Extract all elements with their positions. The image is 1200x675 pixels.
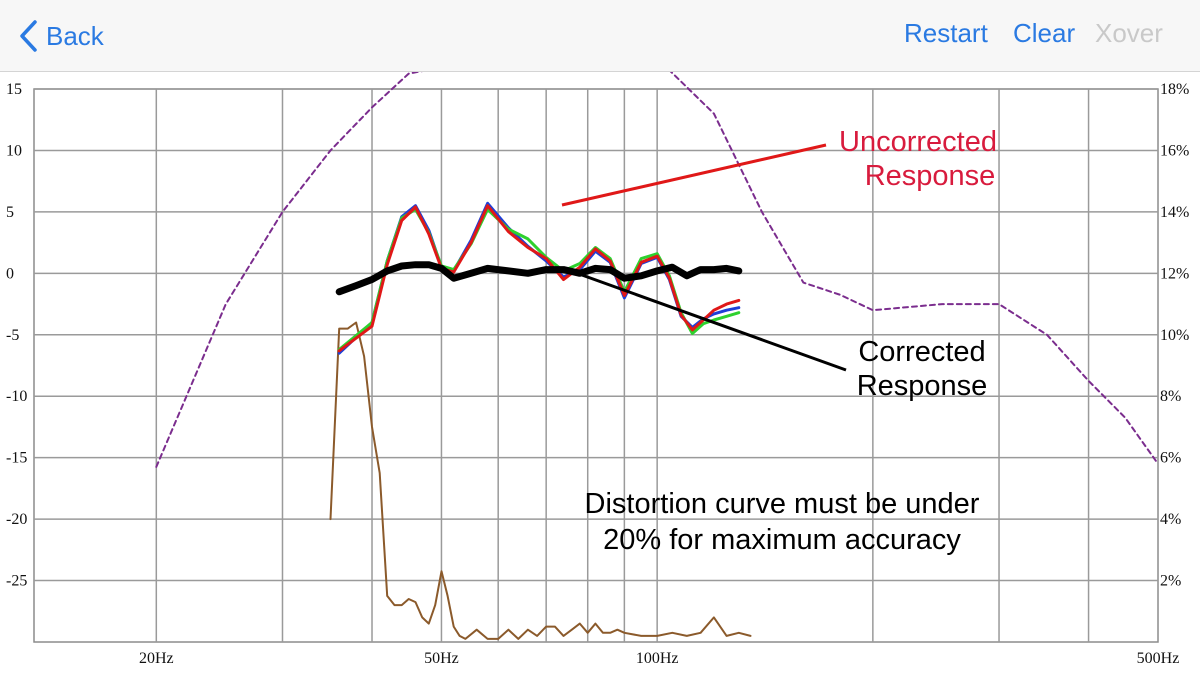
y-left-tick-label: 5 (6, 204, 14, 221)
x-tick-label: 20Hz (139, 650, 174, 667)
y-right-tick-label: 8% (1160, 388, 1181, 405)
y-left-tick-label: -20 (6, 511, 27, 528)
y-right-tick-label: 4% (1160, 511, 1181, 528)
y-right-tick-label: 14% (1160, 204, 1189, 221)
back-label: Back (46, 20, 104, 51)
corrected-label-line2: Response (857, 370, 988, 402)
series-layer (155, 72, 1159, 640)
y-right-tick-label: 6% (1160, 450, 1181, 467)
x-tick-label: 500Hz (1137, 650, 1180, 667)
uncorrected-label-line1: Uncorrected (839, 126, 997, 158)
y-left-tick-label: -25 (6, 573, 27, 590)
restart-button[interactable]: Restart (904, 18, 988, 48)
xover-button[interactable]: Xover (1095, 18, 1163, 48)
uncorrected-label-line2: Response (865, 160, 996, 192)
y-right-tick-label: 18% (1160, 81, 1189, 98)
x-tick-label: 50Hz (424, 650, 459, 667)
y-right-tick-label: 2% (1160, 573, 1181, 590)
annotation-corrected: Corrected Response (567, 268, 988, 402)
y-right-tick-label: 10% (1160, 327, 1189, 344)
chart-grid (33, 88, 1159, 643)
axis-ticks: 15 10 5 0 -5 -10 -15 -20 -25 18% 16% 14% 12% 10% 8% 6% 4… (6, 81, 1189, 667)
x-tick-label: 100Hz (636, 650, 679, 667)
distortion-note-line1: Distortion curve must be under (585, 488, 980, 520)
series-line-4 (337, 204, 741, 353)
navigation-bar: Back Restart Clear Xover (0, 0, 1200, 72)
annotation-uncorrected: Uncorrected Response (561, 126, 997, 207)
y-left-tick-label: 0 (6, 265, 14, 282)
series-line-1 (329, 321, 752, 640)
series-line-5 (335, 261, 743, 296)
chevron-left-icon (20, 20, 37, 52)
y-right-tick-label: 12% (1160, 265, 1189, 282)
y-left-tick-label: 15 (6, 81, 22, 98)
corrected-pointer-line (567, 268, 847, 372)
uncorrected-pointer-line (561, 143, 827, 207)
y-left-tick-label: -10 (6, 388, 27, 405)
y-left-tick-label: -5 (6, 327, 19, 344)
clear-button[interactable]: Clear (1013, 18, 1076, 48)
response-chart: 15 10 5 0 -5 -10 -15 -20 -25 18% 16% 14% 12% 10% 8% 6% 4… (6, 72, 1189, 667)
y-left-tick-label: -15 (6, 450, 27, 467)
corrected-label-line1: Corrected (858, 336, 985, 368)
y-left-tick-label: 10 (6, 142, 22, 159)
annotation-distortion: Distortion curve must be under 20% for m… (585, 488, 980, 556)
distortion-note-line2: 20% for maximum accuracy (603, 524, 961, 556)
back-button[interactable]: Back (18, 16, 104, 56)
y-right-tick-label: 16% (1160, 142, 1189, 159)
